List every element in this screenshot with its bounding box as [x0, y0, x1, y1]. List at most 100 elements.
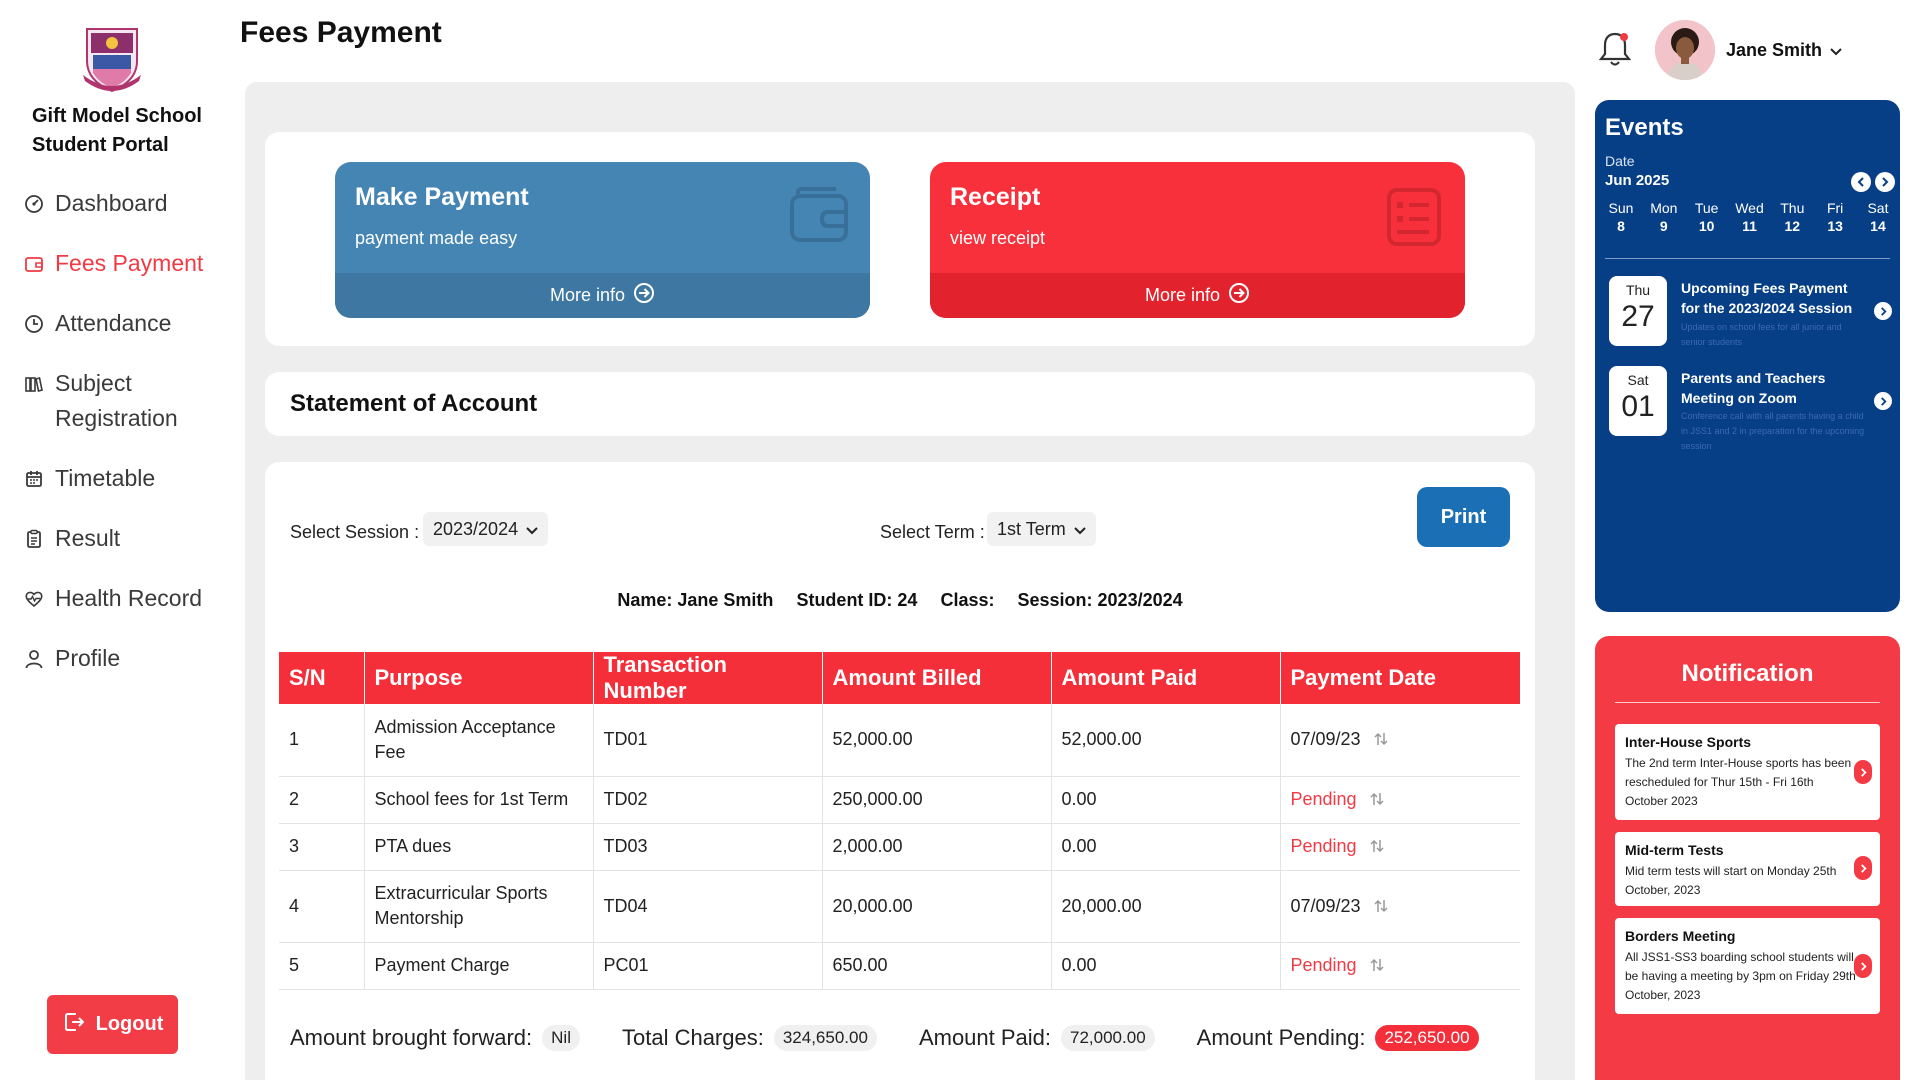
wallet-icon	[24, 254, 44, 274]
sidebar-item-attendance[interactable]: Attendance	[24, 306, 224, 341]
chevron-down-icon	[526, 519, 538, 540]
user-icon	[24, 649, 44, 669]
student-class: Class:	[940, 590, 995, 610]
cell-transaction: PC01	[593, 942, 823, 990]
sidebar-item-result[interactable]: Result	[24, 521, 224, 556]
chevron-right-icon[interactable]	[1854, 856, 1872, 880]
heartbeat-icon	[24, 589, 44, 609]
cell-sn: 2	[279, 776, 365, 824]
cell-transaction: TD03	[593, 823, 823, 871]
logout-icon	[62, 1010, 86, 1040]
sidebar-item-health-record[interactable]: Health Record	[24, 581, 224, 616]
sort-icon[interactable]	[1369, 838, 1385, 854]
sidebar-item-subject-registration[interactable]: Subject Registration	[24, 366, 224, 436]
notification-item[interactable]: Borders Meeting All JSS1-SS3 boarding sc…	[1615, 918, 1880, 1014]
cell-date: 07/09/23	[1280, 704, 1520, 777]
column-header-purpose: Purpose	[364, 652, 594, 704]
more-info-label: More info	[1144, 285, 1221, 305]
cell-date: Pending	[1280, 823, 1520, 871]
amount-pending-total: Amount Pending: 252,650.00	[1197, 1025, 1479, 1051]
sidebar-item-timetable[interactable]: Timetable	[24, 461, 224, 496]
day-number: 10	[1698, 218, 1715, 234]
chevron-right-icon[interactable]	[1854, 760, 1872, 784]
student-id: Student ID: 24	[796, 590, 918, 610]
notification-item[interactable]: Mid-term Tests Mid term tests will start…	[1615, 832, 1880, 906]
user-menu[interactable]: Jane Smith	[1726, 40, 1842, 61]
chevron-right-icon[interactable]	[1874, 392, 1892, 410]
books-icon	[24, 374, 44, 394]
cell-date: Pending	[1280, 776, 1520, 824]
avatar[interactable]	[1655, 20, 1715, 80]
calendar-day[interactable]: Sat 14	[1862, 200, 1894, 234]
cell-date: Pending	[1280, 942, 1520, 990]
sidebar-item-label: Dashboard	[55, 190, 168, 216]
calendar-day[interactable]: Wed 11	[1733, 200, 1765, 234]
event-date-box: Sat 01	[1609, 366, 1667, 436]
sort-icon[interactable]	[1373, 731, 1389, 747]
receipt-title: Receipt	[950, 183, 1041, 211]
total-charges-value: 324,650.00	[773, 1025, 877, 1051]
sort-icon[interactable]	[1369, 957, 1385, 973]
event-weekday: Thu	[1625, 282, 1651, 298]
sidebar-item-fees-payment[interactable]: Fees Payment	[24, 246, 224, 281]
sort-icon[interactable]	[1369, 791, 1385, 807]
event-item[interactable]: Sat 01 Parents and Teachers Meeting on Z…	[1609, 366, 1894, 451]
cell-purpose: PTA dues	[364, 823, 594, 871]
receipt-card[interactable]: Receipt view receipt More info	[930, 162, 1465, 318]
more-info-label: More info	[549, 285, 626, 305]
calendar-day[interactable]: Fri 13	[1819, 200, 1851, 234]
brought-forward-value: Nil	[542, 1025, 580, 1051]
sidebar-item-dashboard[interactable]: Dashboard	[24, 186, 224, 221]
chevron-right-icon[interactable]	[1874, 302, 1892, 320]
calendar-day[interactable]: Sun 8	[1605, 200, 1637, 234]
chevron-right-icon[interactable]	[1854, 954, 1872, 978]
term-value: 1st Term	[997, 518, 1066, 539]
calendar-day[interactable]: Mon 9	[1648, 200, 1680, 234]
make-payment-card[interactable]: Make Payment payment made easy More info	[335, 162, 870, 318]
notification-item[interactable]: Inter-House Sports The 2nd term Inter-Ho…	[1615, 724, 1880, 820]
day-number: 11	[1742, 218, 1757, 234]
sidebar-item-profile[interactable]: Profile	[24, 641, 224, 676]
page-title: Fees Payment	[240, 16, 442, 49]
sidebar-item-label: Health Record	[55, 585, 203, 611]
print-button[interactable]: Print	[1417, 487, 1510, 547]
amount-pending-label: Amount Pending:	[1196, 1025, 1366, 1050]
term-select[interactable]: 1st Term	[987, 512, 1096, 546]
chevron-right-icon	[1882, 177, 1889, 187]
make-payment-more-info[interactable]: More info	[335, 273, 870, 318]
cell-paid: 52,000.00	[1051, 704, 1281, 777]
sidebar-item-label: Timetable	[55, 465, 156, 491]
event-title: Upcoming Fees Payment for the 2023/2024 …	[1681, 280, 1853, 316]
logout-button[interactable]: Logout	[47, 995, 178, 1054]
school-name-line2: Student Portal	[32, 134, 169, 156]
receipt-list-icon	[1383, 186, 1445, 248]
bell-icon[interactable]	[1598, 30, 1632, 68]
calendar-day[interactable]: Tue 10	[1691, 200, 1723, 234]
day-name: Thu	[1780, 200, 1805, 216]
logout-label: Logout	[95, 1013, 164, 1035]
cell-billed: 2,000.00	[822, 823, 1052, 871]
event-description: Conference call with all parents having …	[1681, 411, 1865, 451]
school-logo	[79, 23, 145, 95]
prev-week-button[interactable]	[1851, 172, 1871, 192]
events-month: Jun 2025	[1605, 172, 1670, 189]
receipt-more-info[interactable]: More info	[930, 273, 1465, 318]
day-name: Tue	[1694, 200, 1719, 216]
event-title: Parents and Teachers Meeting on Zoom	[1681, 370, 1826, 406]
sort-icon[interactable]	[1373, 898, 1389, 914]
school-name-line1: Gift Model School	[32, 105, 202, 127]
brought-forward-label: Amount brought forward:	[290, 1025, 533, 1050]
receipt-subtitle: view receipt	[950, 228, 1046, 248]
calendar-day[interactable]: Thu 12	[1776, 200, 1808, 234]
sidebar-item-label: Attendance	[55, 310, 172, 336]
next-week-button[interactable]	[1875, 172, 1895, 192]
chevron-left-icon	[1857, 177, 1864, 187]
event-date-box: Thu 27	[1609, 276, 1667, 346]
action-cards: Make Payment payment made easy More info…	[265, 132, 1535, 346]
cell-sn: 1	[279, 704, 365, 777]
column-header-transaction-number: Transaction Number	[593, 652, 823, 704]
session-select[interactable]: 2023/2024	[423, 512, 549, 546]
day-number: 12	[1784, 218, 1801, 234]
event-item[interactable]: Thu 27 Upcoming Fees Payment for the 202…	[1609, 276, 1894, 348]
cell-billed: 52,000.00	[822, 704, 1052, 777]
